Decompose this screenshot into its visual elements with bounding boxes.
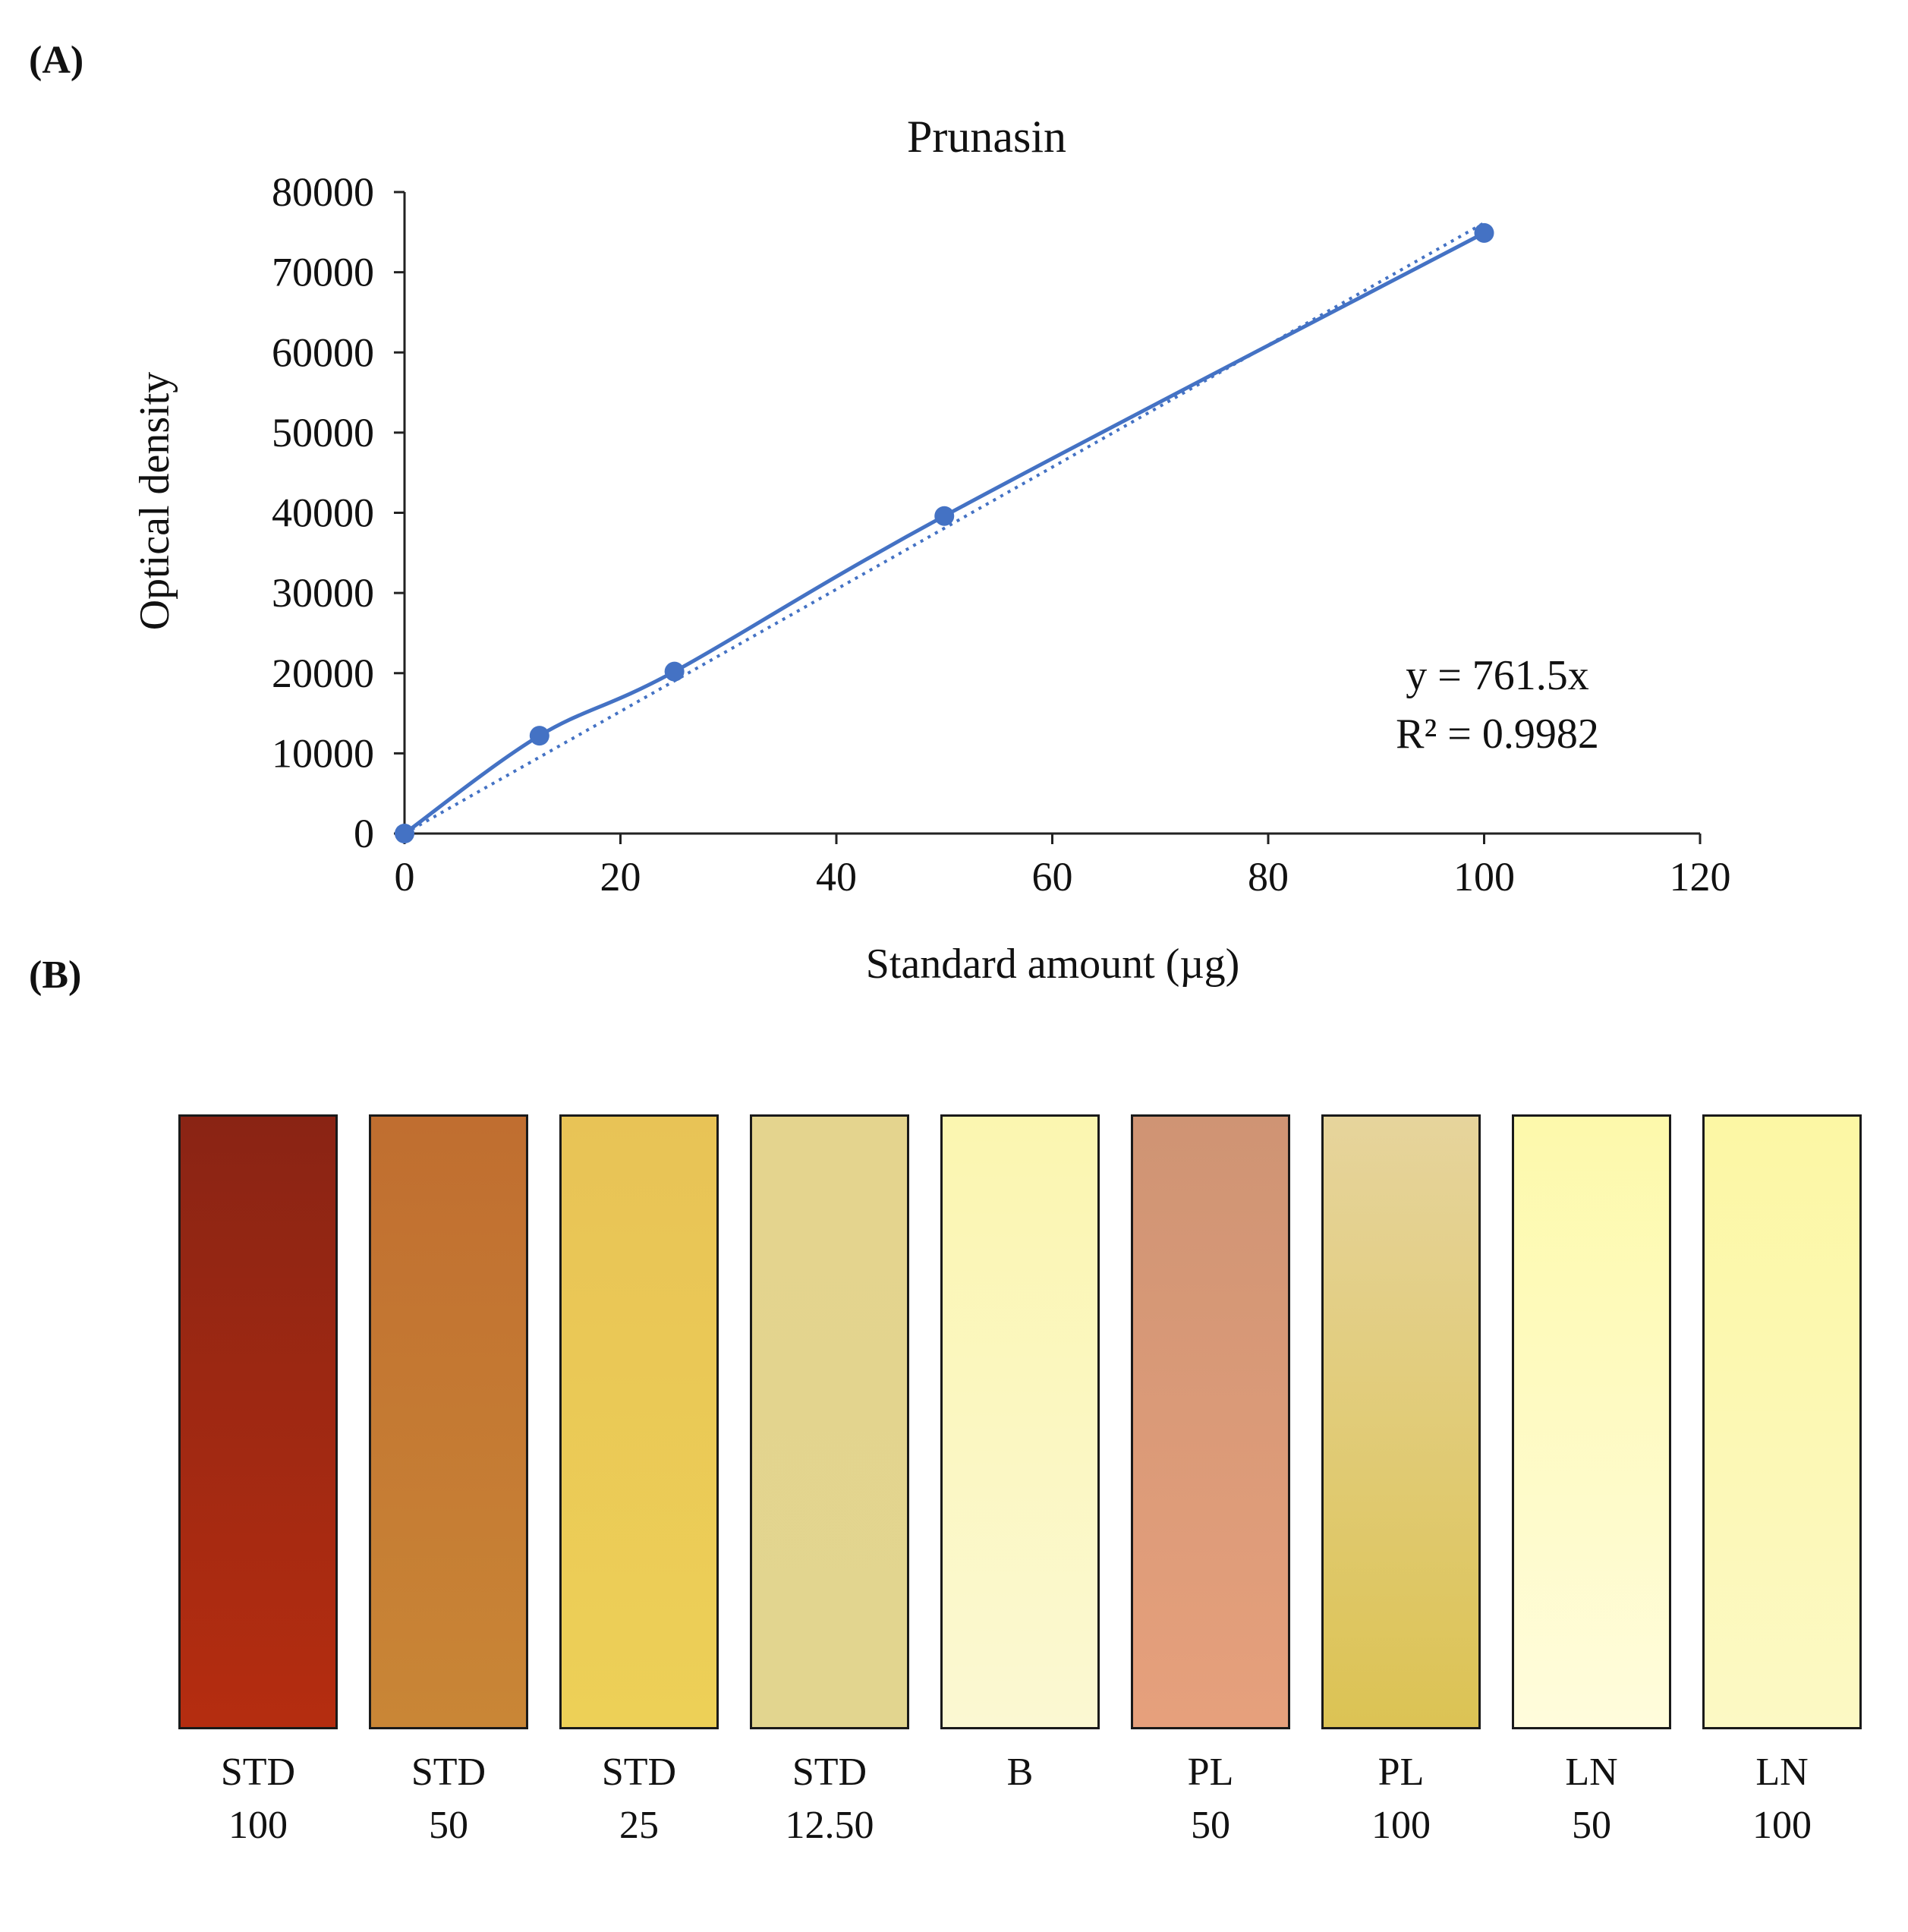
strip-label-name: STD: [220, 1751, 296, 1794]
color-strip: [1321, 1114, 1481, 1729]
strip-label-value: 50: [1572, 1804, 1611, 1847]
x-tick-label: 0: [395, 854, 415, 900]
color-strip: [1512, 1114, 1671, 1729]
x-tick-label: 120: [1670, 854, 1731, 900]
strip-label: LN 100: [1683, 1746, 1881, 1852]
strip-label-name: B: [1006, 1751, 1034, 1794]
color-strip: [178, 1114, 338, 1729]
axes: [394, 191, 1702, 844]
color-strip: [1131, 1114, 1290, 1729]
strip-label: STD 25: [540, 1746, 738, 1852]
strip-label-value: 100: [1752, 1804, 1812, 1847]
strip-label: LN 50: [1493, 1746, 1690, 1852]
data-point: [1474, 222, 1494, 243]
strip-label-name: PL: [1187, 1751, 1234, 1794]
y-tick-label: 0: [354, 811, 374, 856]
strip-label-name: STD: [601, 1751, 677, 1794]
y-tick-label: 40000: [272, 490, 374, 536]
strip-label-value: 100: [228, 1804, 288, 1847]
series-line: [403, 231, 1485, 836]
color-strip: [750, 1114, 909, 1729]
color-strip: [1702, 1114, 1862, 1729]
strip-label-name: STD: [792, 1751, 867, 1794]
trendline-equation: y = 761.5x: [1406, 652, 1589, 699]
trendline-r-squared: R² = 0.9982: [1396, 711, 1599, 758]
panel-label-a: (A): [29, 39, 84, 82]
strip-label-value: 25: [619, 1804, 659, 1847]
strip-label: PL 100: [1302, 1746, 1500, 1852]
y-axis-label: Optical density: [131, 372, 178, 631]
x-tick-label: 100: [1453, 854, 1515, 900]
strip-label-value: 50: [1191, 1804, 1230, 1847]
data-point: [395, 824, 414, 843]
trendline: [404, 221, 1485, 835]
y-tick-label: 80000: [272, 169, 374, 215]
y-tick-label: 30000: [272, 570, 374, 616]
strip-label-name: LN: [1565, 1751, 1618, 1794]
color-strip: [940, 1114, 1100, 1729]
series-group: [395, 221, 1494, 843]
color-strip: [369, 1114, 528, 1729]
strip-label-value: 12.50: [785, 1804, 874, 1847]
strip-label-value: 50: [429, 1804, 468, 1847]
strip-label: B: [921, 1746, 1119, 1799]
strip-label: STD 50: [350, 1746, 547, 1852]
strip-label: PL 50: [1112, 1746, 1309, 1852]
y-tick-label: 50000: [272, 410, 374, 455]
chart-area: Prunasin 0 20 40 60 80 100 120 0 10000 20000 30000…: [131, 112, 1731, 988]
y-tick-label: 70000: [272, 250, 374, 295]
data-point: [934, 506, 955, 526]
x-tick-label: 20: [600, 854, 641, 900]
y-tick-label: 20000: [272, 651, 374, 696]
strip-label-name: PL: [1377, 1751, 1425, 1794]
tick-labels: 0 20 40 60 80 100 120 0 10000 20000 30000 40000 5000…: [272, 169, 1731, 900]
y-tick-label: 60000: [272, 329, 374, 375]
strip-label: STD 12.50: [731, 1746, 928, 1852]
strip-label-name: LN: [1755, 1751, 1809, 1794]
strip-label-value: 100: [1371, 1804, 1431, 1847]
panel-label-b: (B): [29, 953, 82, 997]
x-axis-label: Standard amount (µg): [866, 941, 1240, 988]
strip-label-name: STD: [411, 1751, 486, 1794]
x-tick-label: 80: [1248, 854, 1289, 900]
strip-label: STD 100: [159, 1746, 357, 1852]
data-point: [529, 726, 549, 746]
color-strip: [559, 1114, 719, 1729]
x-tick-label: 60: [1032, 854, 1073, 900]
data-point: [664, 661, 685, 682]
y-tick-label: 10000: [272, 730, 374, 776]
x-tick-label: 40: [816, 854, 857, 900]
chart-title: Prunasin: [907, 112, 1066, 162]
